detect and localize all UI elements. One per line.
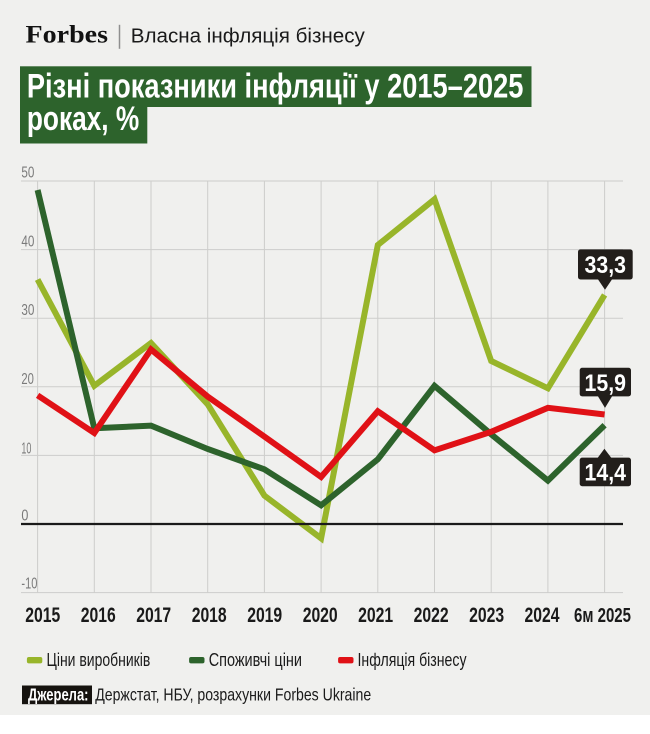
svg-text:14,4: 14,4 (585, 460, 627, 487)
svg-text:Інфляція бізнесу: Інфляція бізнесу (358, 650, 467, 670)
svg-text:2016: 2016 (81, 603, 116, 627)
svg-text:Джерела:: Джерела: (28, 684, 89, 704)
svg-text:Власна інфляція бізнесу: Власна інфляція бізнесу (131, 26, 365, 48)
svg-text:2020: 2020 (303, 603, 338, 627)
svg-text:20: 20 (21, 371, 34, 388)
svg-text:Держстат, НБУ, розрахунки Forb: Держстат, НБУ, розрахунки Forbes Ukraine (95, 685, 371, 705)
svg-text:2021: 2021 (358, 603, 393, 627)
svg-text:-10: -10 (21, 576, 37, 593)
svg-text:2015: 2015 (25, 603, 60, 627)
svg-text:Споживчі ціни: Споживчі ціни (209, 650, 302, 670)
svg-text:33,3: 33,3 (585, 252, 627, 279)
svg-text:2022: 2022 (414, 603, 449, 627)
svg-text:2023: 2023 (469, 603, 504, 627)
svg-text:50: 50 (21, 165, 34, 182)
svg-text:2017: 2017 (136, 603, 171, 627)
svg-text:30: 30 (21, 302, 34, 319)
svg-text:Forbes: Forbes (26, 20, 109, 49)
svg-text:Різні показники інфляції у 201: Різні показники інфляції у 2015–2025 (27, 67, 524, 105)
svg-text:2018: 2018 (192, 603, 227, 627)
svg-text:0: 0 (21, 507, 28, 524)
svg-text:10: 10 (21, 440, 31, 457)
svg-text:15,9: 15,9 (585, 370, 627, 397)
svg-text:2024: 2024 (525, 603, 560, 627)
svg-text:40: 40 (21, 233, 34, 250)
svg-text:Ціни виробників: Ціни виробників (47, 650, 151, 670)
svg-text:6м 2025: 6м 2025 (574, 605, 631, 627)
svg-text:роках, %: роках, % (27, 100, 139, 138)
svg-text:2019: 2019 (247, 603, 282, 627)
